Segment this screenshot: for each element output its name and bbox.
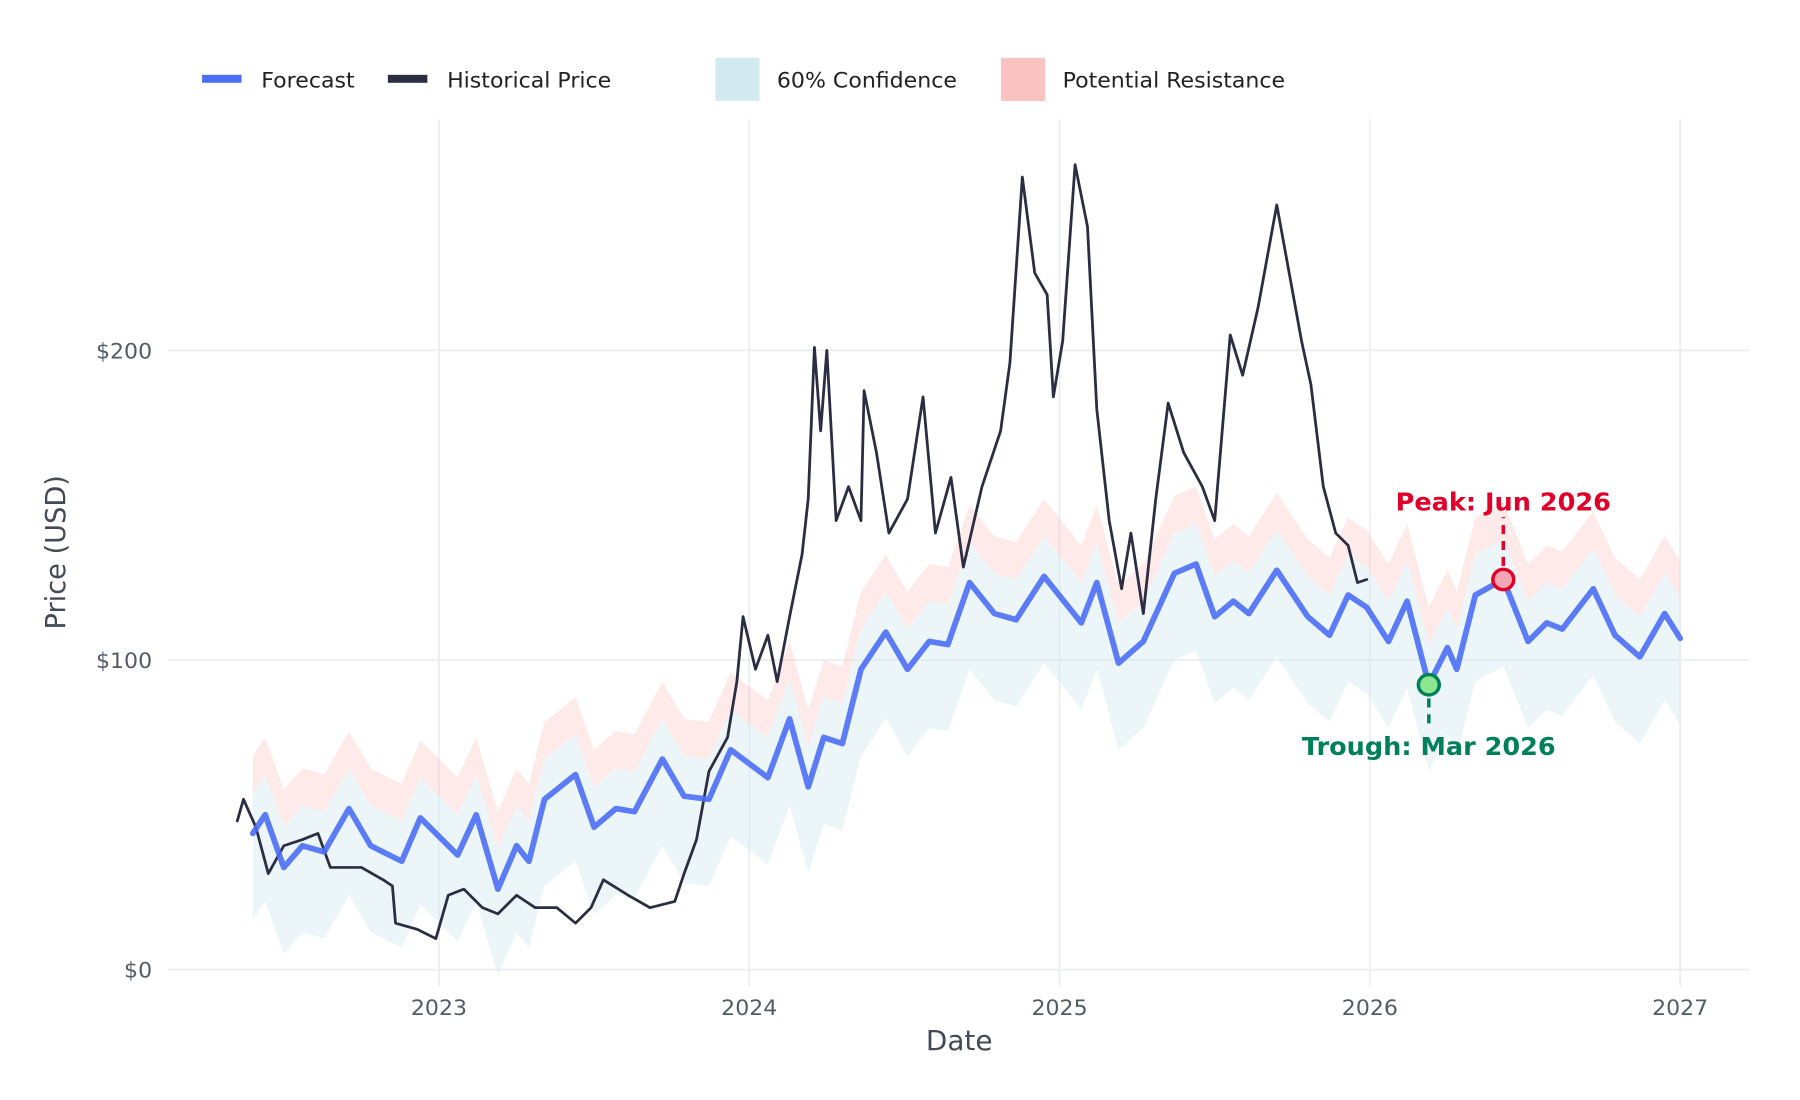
historical-price-line [235, 163, 1369, 940]
trough-annotation-label: Trough: Mar 2026 [1302, 732, 1556, 761]
legend: Forecast Historical Price 60% Confidence… [202, 57, 1285, 101]
legend-swatch-forecast [202, 74, 242, 83]
x-axis-title: Date [926, 1025, 993, 1057]
legend-label-confidence: 60% Confidence [777, 69, 957, 94]
legend-swatch-resistance [1001, 57, 1046, 101]
y-axis-title: Price (USD) [40, 475, 72, 629]
x-tick-label: 2026 [1342, 996, 1398, 1021]
x-tick-label: 2023 [411, 996, 467, 1021]
series-lines [235, 163, 1684, 940]
confidence-band [252, 523, 1681, 976]
annotations: Peak: Jun 2026 Trough: Mar 2026 [1302, 488, 1611, 761]
legend-swatch-historical [387, 74, 428, 83]
forecast-line [249, 561, 1684, 892]
annotation-marker [1491, 567, 1516, 592]
grid-lines [168, 119, 1751, 987]
y-tick-label: $0 [124, 959, 152, 984]
x-tick-label: 2027 [1652, 996, 1708, 1021]
y-tick-label: $100 [96, 649, 152, 674]
axis-ticks: 2023 2024 2025 2026 2027 $0 $100 $200 [96, 340, 1708, 1021]
bands [252, 486, 1681, 976]
annotation-marker [1416, 672, 1442, 697]
legend-label-forecast: Forecast [261, 69, 355, 94]
legend-label-historical: Historical Price [447, 69, 611, 94]
x-tick-label: 2024 [721, 996, 777, 1021]
legend-swatch-confidence [715, 57, 760, 101]
legend-label-resistance: Potential Resistance [1063, 69, 1285, 94]
y-tick-label: $200 [96, 340, 152, 365]
peak-annotation-label: Peak: Jun 2026 [1396, 488, 1611, 517]
resistance-band [252, 486, 1681, 849]
x-tick-label: 2025 [1031, 996, 1087, 1021]
